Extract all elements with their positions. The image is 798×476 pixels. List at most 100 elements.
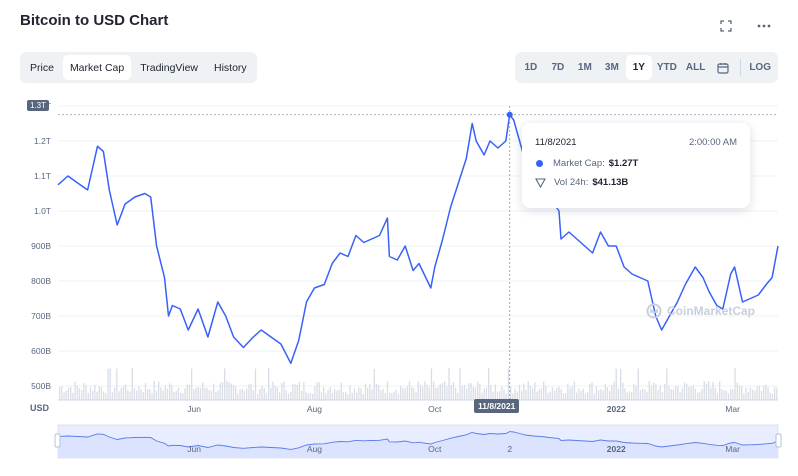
volume-bar [413, 388, 415, 400]
volume-bar [558, 386, 560, 400]
range-1m[interactable]: 1M [577, 62, 592, 73]
volume-bar [270, 387, 272, 400]
volume-bar [318, 382, 320, 400]
volume-bar [573, 381, 576, 400]
volume-bar [646, 391, 648, 400]
range-all[interactable]: ALL [685, 62, 706, 73]
volume-bar [463, 384, 466, 400]
navigator-tick-label: 2 [507, 444, 512, 454]
volume-bar [268, 368, 270, 400]
volume-bar [446, 386, 448, 400]
volume-bar [642, 389, 644, 400]
navigator-left-handle[interactable] [54, 433, 61, 448]
y-tick-label: 500B [31, 381, 51, 391]
volume-bar [677, 386, 679, 400]
volume-bar [281, 382, 283, 400]
volume-bar [232, 385, 235, 400]
x-tick-label: 2022 [607, 404, 626, 414]
volume-bar [516, 391, 518, 400]
volume-bar [125, 384, 127, 400]
volume-bar [136, 390, 138, 400]
volume-bar [305, 391, 307, 400]
y-tick-label: 700B [31, 311, 51, 321]
volume-bar [340, 382, 342, 400]
volume-bar [578, 388, 580, 400]
volume-bar [501, 386, 503, 400]
volume-bar [272, 381, 274, 400]
volume-bar [518, 384, 521, 400]
volume-bar [435, 388, 437, 400]
expand-icon[interactable] [716, 16, 736, 36]
volume-bar [380, 390, 382, 400]
volume-bar [569, 387, 571, 400]
tab-tradingview[interactable]: TradingView [140, 61, 198, 74]
volume-bar [358, 387, 360, 400]
volume-bar [353, 388, 356, 400]
tab-price[interactable]: Price [30, 61, 54, 74]
volume-bar [708, 381, 710, 400]
volume-bar [611, 385, 613, 400]
volume-bar [714, 387, 716, 400]
volume-bar [481, 393, 483, 400]
range-1d[interactable]: 1D [524, 62, 538, 73]
volume-bar [274, 385, 276, 400]
volume-bar [360, 388, 362, 400]
volume-bar [538, 389, 540, 400]
volume-bar [479, 383, 481, 400]
volume-bar [133, 387, 136, 400]
range-3m[interactable]: 3M [604, 62, 619, 73]
volume-bar [474, 387, 477, 400]
data-tooltip: 11/8/2021 2:00:00 AM Market Cap: $1.27T … [522, 123, 750, 208]
range-7d[interactable]: 7D [551, 62, 565, 73]
log-scale-button[interactable]: LOG [749, 62, 771, 73]
volume-bar [160, 387, 162, 400]
volume-bar [732, 389, 734, 400]
volume-bar [173, 392, 175, 400]
volume-bar [140, 389, 142, 400]
volume-bar [364, 383, 367, 400]
volume-bar [477, 381, 479, 400]
volume-bar [686, 383, 688, 400]
volume-bar [503, 389, 505, 400]
volume-bar [309, 392, 312, 400]
volume-bar [483, 388, 485, 400]
volume-bar [369, 383, 371, 400]
volume-bar [254, 368, 257, 400]
volume-bar [712, 381, 714, 400]
volume-bar [230, 383, 232, 400]
volume-bar [494, 384, 496, 400]
volume-bar [635, 385, 637, 400]
navigator-tick-label: Mar [725, 444, 740, 454]
volume-bar [584, 393, 587, 400]
volume-bar [468, 383, 470, 400]
tab-history[interactable]: History [214, 61, 247, 74]
volume-bar [259, 388, 261, 400]
volume-bar [276, 387, 279, 400]
range-1y[interactable]: 1Y [625, 55, 652, 80]
volume-bar [670, 389, 672, 400]
volume-bar [512, 393, 514, 400]
x-tick-label: Oct [428, 404, 442, 414]
volume-bar [554, 390, 556, 400]
volume-bar [397, 393, 400, 400]
volume-bar [690, 386, 692, 400]
volume-bar [67, 387, 70, 400]
more-icon[interactable] [754, 16, 774, 36]
navigator-right-handle[interactable] [775, 433, 782, 448]
tab-market-cap[interactable]: Market Cap [62, 55, 132, 80]
volume-bar [433, 381, 435, 400]
volume-bar [237, 393, 239, 400]
calendar-icon[interactable] [710, 55, 736, 80]
volume-bar [723, 390, 725, 400]
volume-bar [228, 381, 230, 400]
volume-bar [129, 391, 131, 400]
range-ytd[interactable]: YTD [656, 62, 677, 73]
watermark: CoinMarketCap [646, 303, 755, 319]
volume-bar [327, 390, 329, 400]
volume-bar [490, 384, 492, 400]
volume-bar [182, 393, 184, 400]
volume-bar [507, 368, 510, 400]
volume-bar [534, 382, 536, 400]
volume-bar [567, 383, 569, 400]
